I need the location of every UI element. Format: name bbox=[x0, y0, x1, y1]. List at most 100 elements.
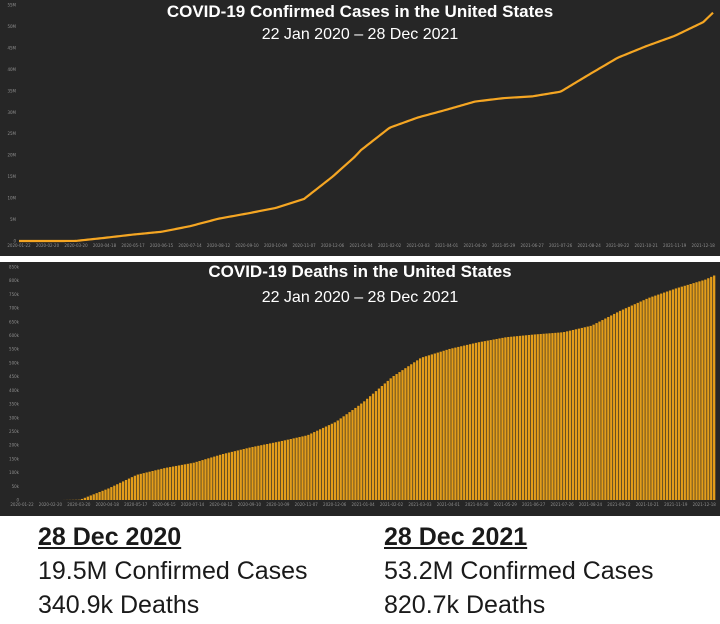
cases-y-tick-label: 55M bbox=[7, 3, 16, 8]
death-bar bbox=[542, 333, 545, 500]
death-bar bbox=[548, 333, 551, 500]
death-bar bbox=[421, 357, 425, 500]
deaths-x-tick-label: 2021-11-19 bbox=[664, 502, 688, 507]
death-bar bbox=[592, 324, 595, 500]
death-bar bbox=[377, 388, 381, 500]
death-bar bbox=[436, 352, 439, 500]
deaths-x-tick-label: 2020-04-18 bbox=[96, 502, 120, 507]
death-bar bbox=[510, 336, 513, 500]
death-bar bbox=[92, 494, 95, 500]
deaths-x-tick-label: 2021-01-04 bbox=[351, 502, 375, 507]
death-bar bbox=[133, 475, 137, 500]
death-bar bbox=[374, 391, 378, 500]
death-bar bbox=[210, 457, 213, 500]
death-bar bbox=[407, 366, 410, 500]
death-bar bbox=[227, 452, 231, 500]
deaths-y-tick-label: 300k bbox=[9, 415, 20, 420]
cases-x-tick-label: 2020-10-09 bbox=[264, 243, 288, 248]
cases-y-tick-label: 0 bbox=[13, 239, 16, 244]
death-bar bbox=[83, 497, 87, 500]
death-bar bbox=[677, 287, 681, 500]
death-bar bbox=[601, 320, 604, 500]
summary-date: 28 Dec 2021 bbox=[384, 523, 528, 551]
death-bar bbox=[710, 276, 713, 500]
deaths-x-tick-label: 2020-07-14 bbox=[181, 502, 205, 507]
deaths-x-tick-label: 2020-11-07 bbox=[295, 502, 319, 507]
death-bar bbox=[207, 458, 210, 500]
death-bar bbox=[286, 439, 289, 500]
death-bar bbox=[416, 360, 419, 500]
death-bar bbox=[274, 442, 278, 500]
death-bar bbox=[551, 333, 554, 500]
death-bar bbox=[563, 332, 566, 500]
deaths-x-tick-label: 2021-08-24 bbox=[579, 502, 603, 507]
death-bar bbox=[463, 345, 466, 500]
death-bar bbox=[263, 444, 266, 500]
cases-chart-svg: 0 5M 10M 15M 20M 25M 30M 35M 40M 45M 50M 55M 2020-01… bbox=[7, 3, 715, 249]
deaths-x-tick-label: 2020-12-06 bbox=[323, 502, 347, 507]
deaths-y-tick-label: 850k bbox=[9, 265, 20, 270]
death-bar bbox=[383, 383, 386, 500]
cases-x-tick-label: 2021-06-27 bbox=[521, 243, 545, 248]
death-bar bbox=[260, 445, 263, 500]
cases-x-tick-label: 2020-08-12 bbox=[207, 243, 231, 248]
death-bar bbox=[707, 278, 710, 500]
deaths-y-tick-label: 550k bbox=[9, 347, 20, 352]
death-bar bbox=[251, 446, 254, 500]
death-bar bbox=[86, 496, 89, 500]
death-bar bbox=[413, 362, 416, 500]
death-bar bbox=[639, 301, 642, 500]
death-bar bbox=[486, 340, 489, 500]
death-bar bbox=[489, 340, 492, 500]
death-bar bbox=[98, 491, 101, 500]
death-bar bbox=[504, 337, 507, 500]
cases-y-tick-label: 30M bbox=[7, 110, 16, 115]
death-bar bbox=[157, 469, 160, 500]
death-bar bbox=[307, 434, 310, 500]
death-bar bbox=[557, 332, 560, 500]
death-bar bbox=[648, 297, 651, 500]
death-bar bbox=[280, 440, 284, 500]
summary-cases: 53.2M Confirmed Cases bbox=[384, 557, 654, 585]
death-bar bbox=[618, 310, 622, 500]
death-bar bbox=[713, 275, 716, 500]
deaths-x-tick-label: 2021-12-18 bbox=[693, 502, 717, 507]
death-bar bbox=[524, 335, 528, 500]
death-bar bbox=[498, 338, 501, 500]
death-bar bbox=[571, 329, 575, 500]
death-bar bbox=[630, 305, 633, 500]
deaths-x-tick-label: 2020-03-20 bbox=[67, 502, 91, 507]
death-bar bbox=[701, 280, 704, 500]
death-bar bbox=[683, 285, 686, 500]
death-bar bbox=[518, 335, 522, 500]
death-bar bbox=[680, 286, 683, 500]
death-bar bbox=[136, 474, 139, 500]
death-bar bbox=[324, 426, 328, 500]
death-bar bbox=[139, 473, 142, 500]
deaths-y-tick-label: 250k bbox=[9, 429, 20, 434]
cases-x-tick-label: 2021-03-03 bbox=[406, 243, 430, 248]
death-bar bbox=[657, 294, 660, 500]
death-bar bbox=[121, 481, 125, 500]
death-bar bbox=[380, 386, 384, 500]
deaths-y-tick-label: 800k bbox=[9, 278, 20, 283]
death-bar bbox=[627, 306, 631, 500]
death-bar bbox=[442, 350, 445, 500]
death-bar bbox=[695, 282, 698, 500]
death-bar bbox=[410, 364, 413, 500]
death-bar bbox=[636, 302, 639, 500]
death-bar bbox=[448, 348, 451, 500]
deaths-y-tick-label: 750k bbox=[9, 292, 20, 297]
death-bar bbox=[607, 316, 610, 500]
death-bar bbox=[233, 451, 237, 500]
deaths-x-tick-label: 2020-08-12 bbox=[209, 502, 233, 507]
death-bar bbox=[224, 453, 228, 500]
death-bar bbox=[471, 343, 475, 500]
death-bar bbox=[427, 355, 431, 500]
death-bar bbox=[336, 420, 339, 500]
cases-x-tick-label: 2020-12-06 bbox=[321, 243, 345, 248]
death-bar bbox=[216, 455, 219, 500]
death-bar bbox=[574, 329, 578, 500]
deaths-y-tick-label: 50k bbox=[12, 484, 20, 489]
cases-x-tick-label: 2021-08-24 bbox=[578, 243, 602, 248]
